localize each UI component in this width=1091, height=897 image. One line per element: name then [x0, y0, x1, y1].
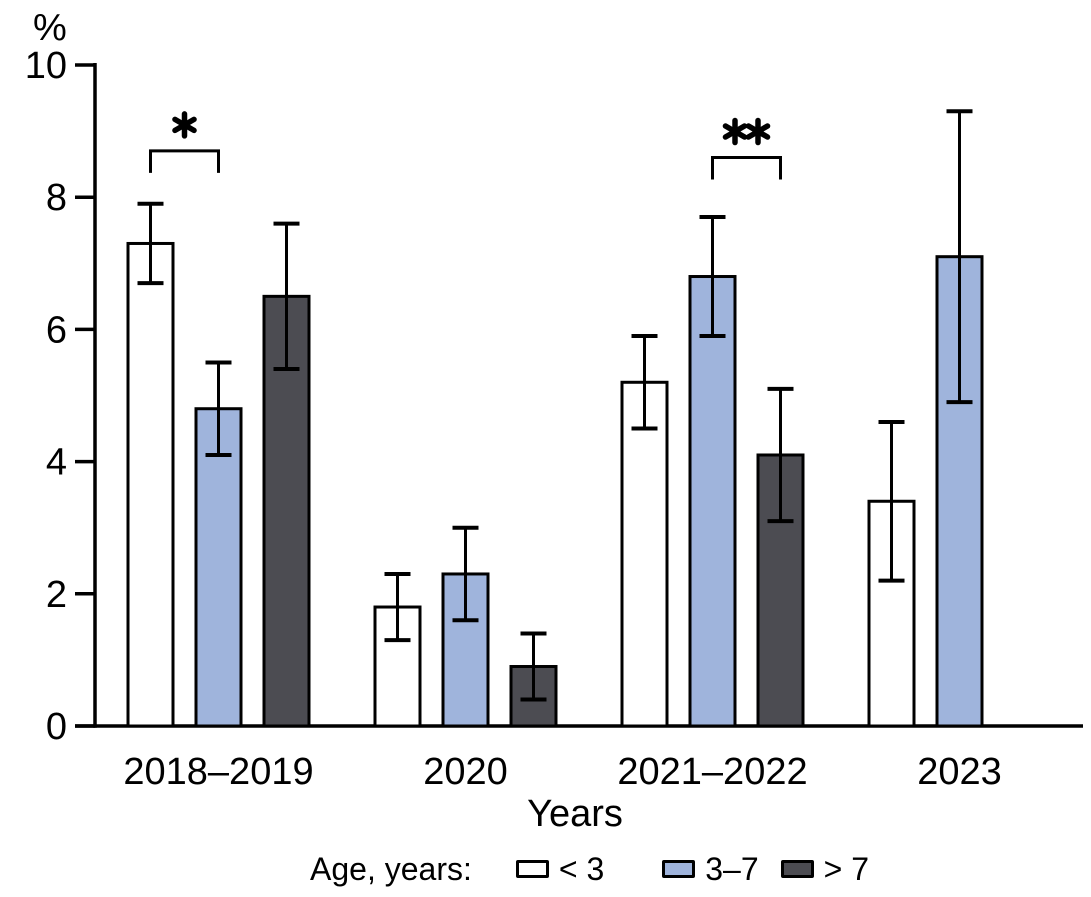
- bar-2021–2022-3–7: [688, 275, 737, 728]
- y-tick-label: 6: [46, 309, 67, 351]
- x-axis-title: Years: [527, 793, 623, 835]
- bar-2018–2019-< 3: [126, 241, 175, 728]
- legend-item-under-3: < 3: [515, 850, 605, 888]
- legend-swatch-over-7: [780, 860, 814, 878]
- significance-bracket: [711, 156, 782, 180]
- legend-title: Age, years:: [310, 850, 472, 887]
- legend-item-over-7: > 7: [780, 850, 869, 888]
- y-tick-label: 10: [25, 45, 67, 87]
- significance-bracket: [149, 149, 220, 173]
- bar-2023-< 3: [867, 499, 916, 728]
- y-tick-label: 8: [46, 177, 67, 219]
- legend-swatch-3-to-7: [662, 860, 696, 878]
- y-tick-label: 4: [46, 442, 67, 484]
- legend-label-under-3: < 3: [558, 850, 605, 887]
- x-tick-label: 2018–2019: [123, 751, 313, 793]
- significance-star: [172, 116, 197, 134]
- legend-label-3-to-7: 3–7: [705, 850, 759, 887]
- bar-2018–2019-3–7: [194, 407, 243, 728]
- significance-star: [745, 123, 771, 140]
- legend-item-3-to-7: 3–7: [662, 850, 759, 888]
- significance-star: [722, 123, 748, 140]
- x-tick-label: 2020: [423, 751, 508, 793]
- x-tick-label: 2023: [917, 751, 1002, 793]
- bar-2021–2022-< 3: [620, 380, 669, 728]
- x-tick-label: 2021–2022: [617, 751, 807, 793]
- legend-label-over-7: > 7: [823, 850, 869, 887]
- legend: Age, years: < 3 3–7 > 7: [310, 851, 869, 887]
- y-tick-label: 0: [46, 706, 67, 748]
- y-axis-unit-label: %: [33, 7, 67, 49]
- legend-swatch-under-3: [515, 860, 549, 878]
- y-tick-label: 2: [46, 574, 67, 616]
